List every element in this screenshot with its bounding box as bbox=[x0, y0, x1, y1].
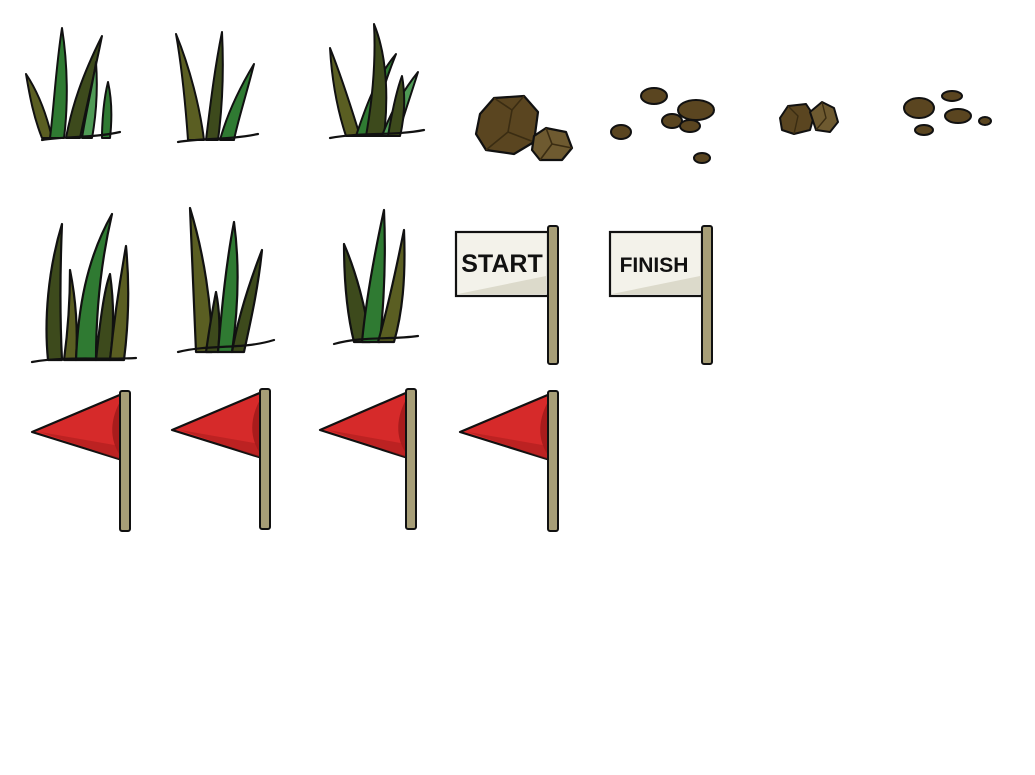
finish-sign: FINISH bbox=[608, 224, 716, 368]
start-label: START bbox=[461, 250, 542, 278]
start-sign: START bbox=[454, 224, 562, 368]
pebbles-icon bbox=[608, 84, 718, 168]
rocks-icon bbox=[472, 92, 576, 164]
tall-grass-icon bbox=[30, 210, 140, 370]
red-flag-icon bbox=[30, 388, 134, 534]
rocks-icon bbox=[776, 100, 842, 136]
grass-tuft-icon bbox=[24, 26, 124, 146]
red-flag-icon bbox=[170, 386, 274, 532]
finish-label: FINISH bbox=[620, 254, 689, 277]
tall-grass-icon bbox=[176, 206, 276, 358]
grass-tuft-icon bbox=[172, 28, 262, 146]
pebbles-icon bbox=[902, 88, 996, 140]
red-flag-icon bbox=[318, 386, 422, 532]
grass-tuft-icon bbox=[326, 22, 426, 144]
tall-grass-icon bbox=[332, 208, 422, 350]
red-flag-icon bbox=[458, 388, 562, 534]
